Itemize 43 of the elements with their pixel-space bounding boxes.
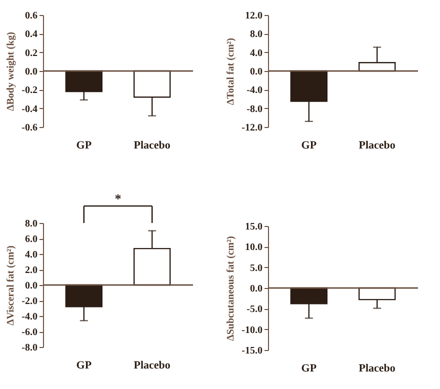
y-tick-label: -6.0 (22, 327, 38, 338)
y-tick-label: -0.6 (22, 122, 38, 134)
y-tick-label: 5.0 (250, 262, 262, 274)
y-tick-label: -2.0 (22, 296, 38, 307)
x-tick-label: GP (76, 140, 92, 152)
y-tick-label: 6.0 (25, 234, 38, 245)
x-tick-label: GP (301, 140, 317, 152)
x-tick-label: GP (301, 362, 317, 374)
x-tick-label: Placebo (358, 140, 396, 152)
y-tick-label: 12.0 (245, 10, 262, 22)
x-tick-label: Placebo (134, 140, 171, 152)
y-axis-title: ΔVisceral fat (cm²) (6, 246, 17, 326)
y-tick-label: 0.0 (25, 66, 38, 78)
y-tick-label: -0.4 (22, 104, 38, 115)
y-tick-label: 0.6 (25, 10, 38, 22)
y-tick-label: -8.0 (246, 104, 262, 115)
y-tick-label: 2.0 (25, 265, 38, 276)
y-tick-label: -4.0 (22, 312, 38, 322)
y-tick-label: 10.0 (245, 242, 262, 254)
x-tick-label: GP (76, 360, 92, 372)
y-tick-label: 4.0 (250, 48, 262, 59)
y-tick-label: 0.0 (25, 280, 38, 292)
y-tick-label: -8.0 (22, 342, 38, 354)
y-axis-title: ΔSubcutaneous fat (cm²) (226, 236, 237, 341)
y-tick-label: 0.0 (250, 284, 262, 294)
y-tick-label: -0.2 (22, 85, 38, 96)
y-tick-label: -12.0 (242, 122, 262, 134)
y-tick-label: 0.4 (25, 29, 38, 40)
text: * (114, 191, 122, 206)
y-axis-title: ΔBody weight (kg) (6, 32, 17, 112)
x-tick-label: Placebo (134, 360, 171, 372)
y-axis-title: ΔTotal fat (cm²) (226, 38, 237, 106)
x-tick-label: Placebo (358, 362, 396, 374)
y-tick-label: 8.0 (25, 218, 38, 230)
y-tick-label: -4.0 (246, 85, 262, 96)
y-tick-label: 0.0 (250, 66, 262, 78)
y-tick-label: 15.0 (245, 222, 262, 232)
y-tick-label: 4.0 (25, 250, 38, 260)
y-tick-label: -10.0 (242, 324, 262, 336)
y-tick-label: -5.0 (246, 304, 262, 316)
y-tick-label: 0.2 (25, 48, 38, 59)
y-tick-label: 8.0 (250, 29, 262, 40)
y-tick-label: -15.0 (242, 346, 262, 356)
